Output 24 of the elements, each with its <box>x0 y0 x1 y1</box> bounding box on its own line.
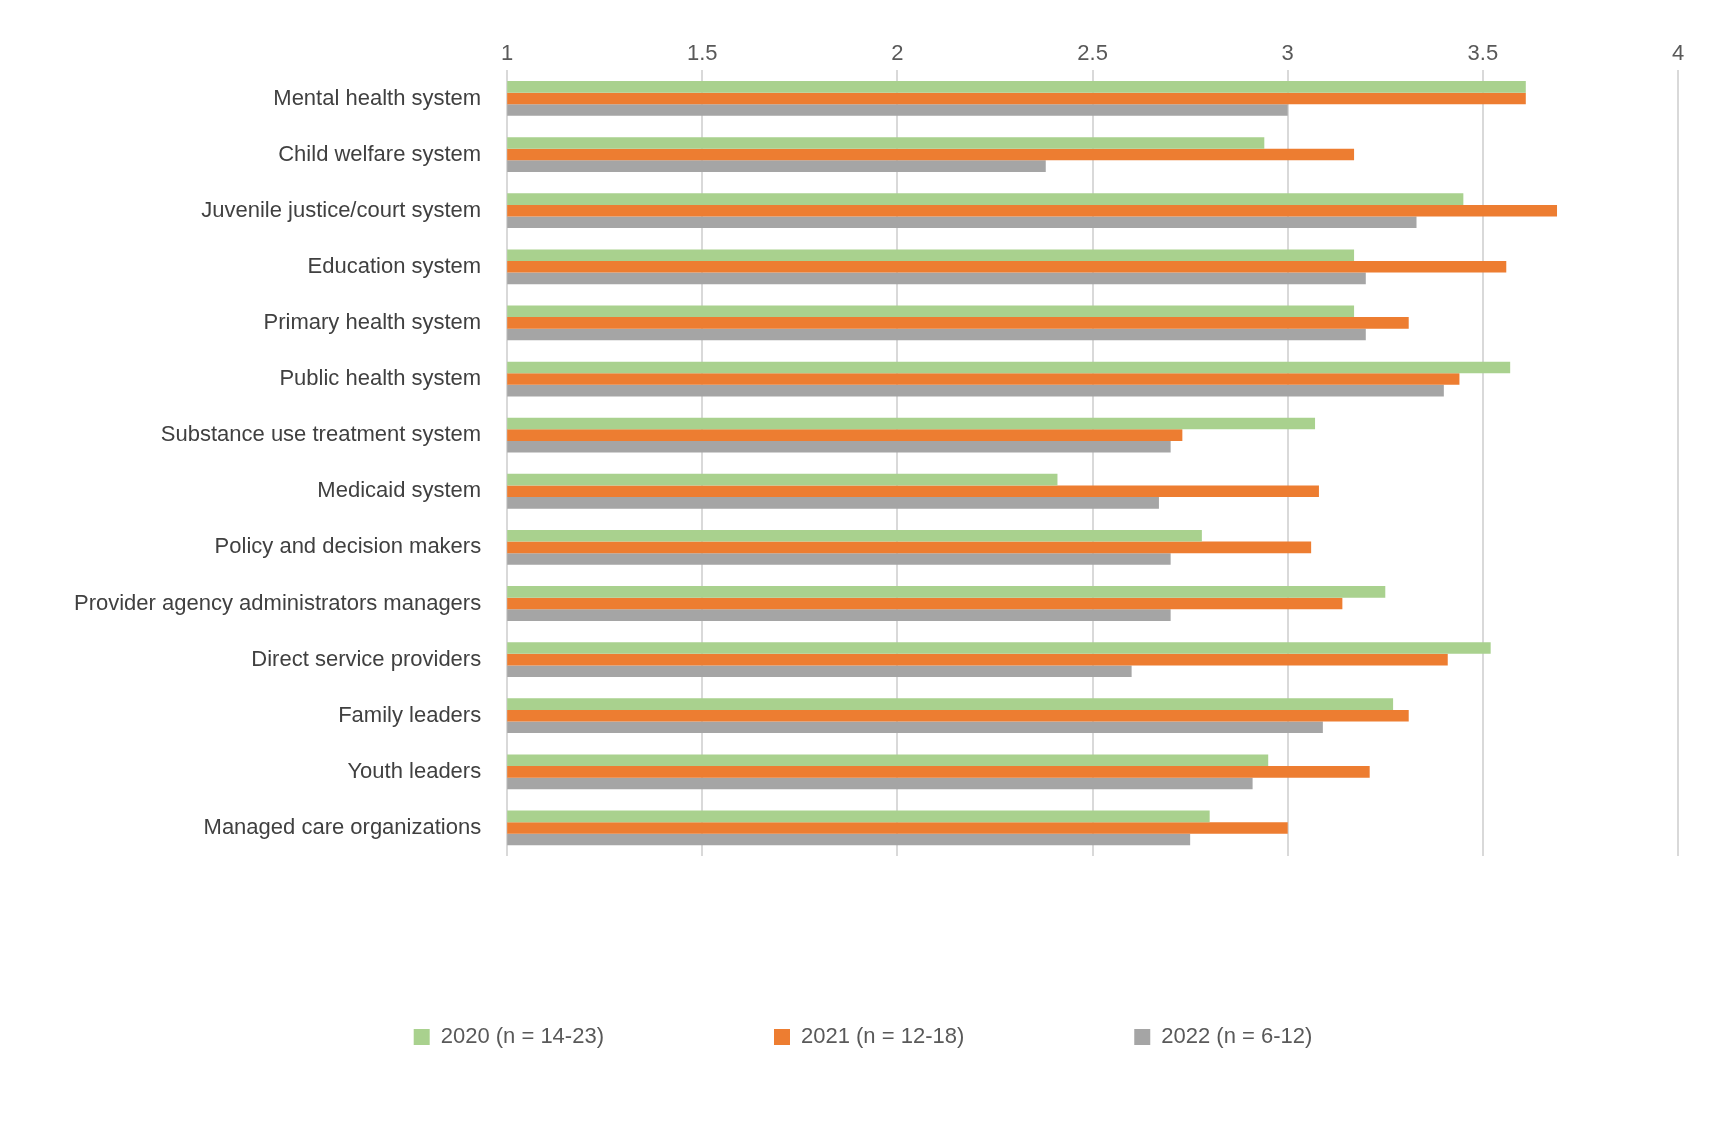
y-tick-label: Provider agency administrators managers <box>74 589 482 615</box>
legend-label: 2021 (n = 12-18) <box>800 1023 965 1049</box>
x-tick-label: 2.5 <box>1077 40 1108 66</box>
y-tick-label: Family leaders <box>338 701 482 727</box>
y-tick-label: Mental health system <box>273 84 482 110</box>
x-tick-label: 1 <box>501 40 514 66</box>
y-tick-label: Policy and decision makers <box>214 533 482 559</box>
x-tick-label: 3 <box>1281 40 1294 66</box>
y-tick-label: Education system <box>307 252 482 278</box>
y-tick-label: Medicaid system <box>317 477 482 503</box>
y-tick-label: Primary health system <box>263 308 482 334</box>
x-tick-label: 2 <box>891 40 904 66</box>
y-tick-label: Youth leaders <box>347 757 482 783</box>
y-tick-label: Direct service providers <box>251 645 482 671</box>
y-tick-label: Child welfare system <box>278 140 482 166</box>
x-tick-label: 4 <box>1671 40 1685 66</box>
y-tick-label: Managed care organizations <box>203 814 482 840</box>
legend-label: 2020 (n = 14-23) <box>440 1023 604 1049</box>
y-tick-label: Public health system <box>279 365 482 391</box>
y-tick-label: Juvenile justice/court system <box>201 196 482 222</box>
x-tick-label: 3.5 <box>1467 40 1499 66</box>
legend-label: 2022 (n = 6-12) <box>1161 1023 1313 1049</box>
x-tick-label: 1.5 <box>687 40 718 66</box>
y-tick-label: Substance use treatment system <box>160 421 482 447</box>
